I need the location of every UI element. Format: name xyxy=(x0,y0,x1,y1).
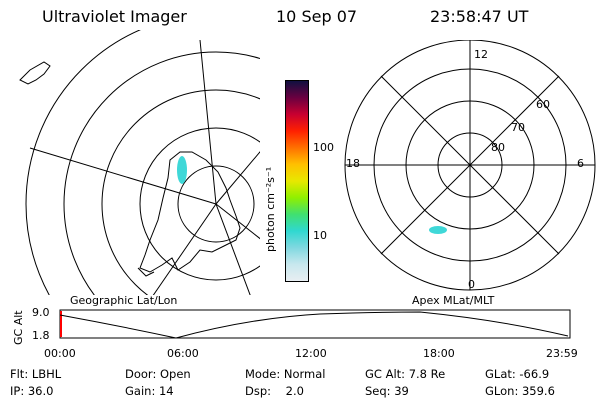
meridian-line xyxy=(152,203,217,295)
lat-circle xyxy=(25,30,142,295)
meridian-line xyxy=(29,147,217,205)
lat-circle xyxy=(177,165,255,243)
mlat-label-60: 60 xyxy=(536,98,550,111)
sequence-number: Seq: 39 xyxy=(365,384,409,398)
flight-filter: Flt: LBHL xyxy=(10,367,62,381)
meridian-line xyxy=(215,203,260,240)
geographic-map-label: Geographic Lat/Lon xyxy=(70,294,178,307)
time-tick-0600: 06:00 xyxy=(167,347,199,360)
geographic-map xyxy=(19,30,260,295)
mlt-label-18: 18 xyxy=(346,157,360,170)
time-label: 23:58:47 UT xyxy=(430,7,529,26)
aurora-emission xyxy=(177,156,187,184)
gain-value: Gain: 14 xyxy=(125,384,174,398)
colorbar xyxy=(285,80,309,282)
geographic-longitude: GLon: 359.6 xyxy=(485,384,555,398)
colorbar-tick-10: 10 xyxy=(313,229,327,242)
coastline-fragment xyxy=(19,61,51,85)
mlat-mlt-map xyxy=(344,40,596,291)
altitude-tick-1-8: 1.8 xyxy=(32,329,50,342)
gc-altitude: GC Alt: 7.8 Re xyxy=(365,367,446,381)
mlt-diagonal xyxy=(380,75,560,255)
mlat-label-80: 80 xyxy=(491,141,505,154)
display-value: Dsp: 2.0 xyxy=(245,384,304,398)
colorbar-tick-100: 100 xyxy=(313,141,334,154)
mlt-label-0: 0 xyxy=(468,278,475,291)
altitude-axis-label: GC Alt xyxy=(12,310,25,345)
antarctica-outline xyxy=(139,151,241,273)
mlat-label-70: 70 xyxy=(511,121,525,134)
ip-value: IP: 36.0 xyxy=(10,384,54,398)
imager-title: Ultraviolet Imager xyxy=(42,7,187,26)
mlt-label-12: 12 xyxy=(474,48,488,61)
geographic-latitude: GLat: -66.9 xyxy=(485,367,550,381)
date-label: 10 Sep 07 xyxy=(276,7,358,26)
lat-circle xyxy=(139,127,260,281)
altitude-trace xyxy=(59,311,569,339)
mode-status: Mode: Normal xyxy=(245,367,326,381)
lat-circle xyxy=(63,51,260,295)
altitude-plot xyxy=(59,309,571,339)
time-tick-1800: 18:00 xyxy=(423,347,455,360)
time-tick-2359: 23:59 xyxy=(546,347,578,360)
meridian-line xyxy=(199,39,217,205)
time-tick-1200: 12:00 xyxy=(295,347,327,360)
lat-circle xyxy=(101,89,260,295)
time-tick-0000: 00:00 xyxy=(44,347,76,360)
colorbar-unit-label: photon cm⁻²s⁻¹ xyxy=(264,166,277,252)
door-status: Door: Open xyxy=(125,367,191,381)
mlat-mlt-map-label: Apex MLat/MLT xyxy=(412,294,495,307)
aurora-emission xyxy=(429,226,447,234)
meridian-line xyxy=(215,151,260,205)
meridian-line xyxy=(215,203,251,295)
altitude-tick-9: 9.0 xyxy=(32,306,50,319)
coastline-fragment xyxy=(137,267,155,277)
mlt-label-6: 6 xyxy=(577,157,584,170)
